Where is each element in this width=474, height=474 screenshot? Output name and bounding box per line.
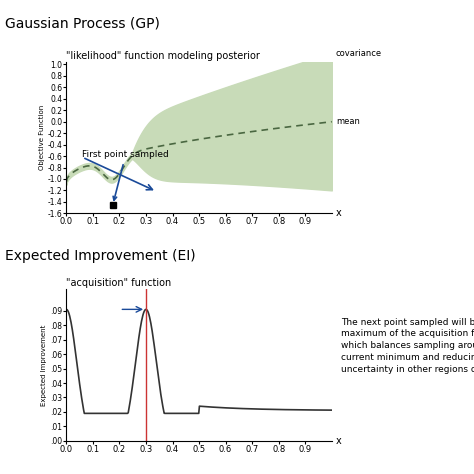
Text: Gaussian Process (GP): Gaussian Process (GP): [5, 17, 160, 31]
Text: First point sampled: First point sampled: [82, 150, 169, 200]
Text: Expected Improvement (EI): Expected Improvement (EI): [5, 249, 195, 263]
Text: covariance: covariance: [336, 48, 382, 57]
Text: x: x: [336, 436, 342, 446]
Text: x: x: [336, 208, 342, 219]
Y-axis label: Objective Function: Objective Function: [38, 105, 45, 170]
Text: mean: mean: [336, 117, 360, 126]
Y-axis label: Expected Improvement: Expected Improvement: [41, 324, 47, 406]
Text: "acquisition" function: "acquisition" function: [66, 278, 172, 288]
Text: "likelihood" function modeling posterior: "likelihood" function modeling posterior: [66, 51, 260, 61]
Text: The next point sampled will be the
maximum of the acquisition function,
which ba: The next point sampled will be the maxim…: [341, 318, 474, 374]
